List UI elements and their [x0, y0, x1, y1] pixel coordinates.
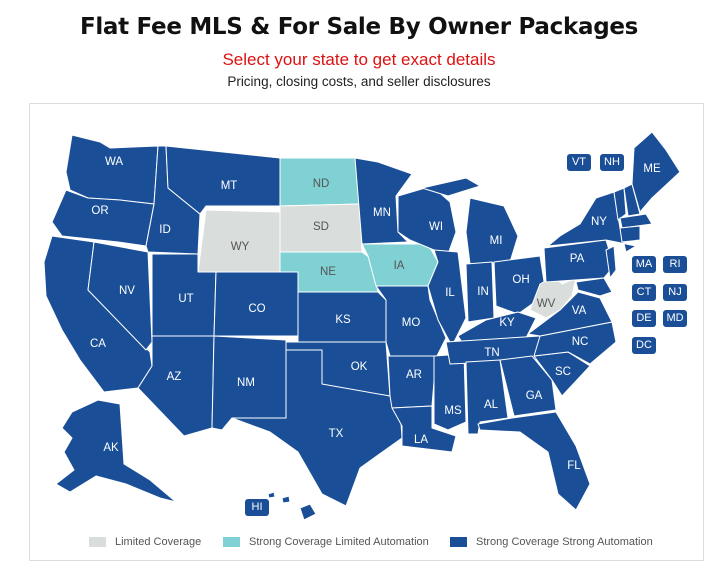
- label-MN: MN: [373, 207, 391, 219]
- label-CO: CO: [248, 303, 265, 315]
- state-HI-island[interactable]: [267, 491, 276, 499]
- page-subtitle: Select your state to get exact details: [222, 50, 496, 69]
- label-MT: MT: [221, 180, 238, 192]
- legend-label-limited: Limited Coverage: [115, 536, 202, 548]
- page-title: Flat Fee MLS & For Sale By Owner Package…: [79, 14, 639, 40]
- label-IN: IN: [477, 286, 489, 298]
- label-GA: GA: [526, 390, 543, 402]
- label-ND: ND: [313, 178, 330, 190]
- state-TN[interactable]: [445, 335, 541, 365]
- state-MA-area[interactable]: [619, 213, 653, 229]
- legend-limited: Limited Coverage: [89, 536, 201, 548]
- label-NY: NY: [591, 216, 607, 228]
- chip-RI[interactable]: RI: [663, 256, 687, 273]
- label-PA: PA: [570, 253, 585, 265]
- state-IL[interactable]: [427, 249, 467, 347]
- chip-DC[interactable]: DC: [632, 337, 656, 354]
- state-GA[interactable]: [499, 355, 557, 417]
- state-HI-island[interactable]: [281, 495, 291, 504]
- label-OR: OR: [91, 205, 108, 217]
- chip-MA[interactable]: MA: [632, 256, 656, 273]
- label-WY: WY: [231, 241, 250, 253]
- state-LA[interactable]: [391, 405, 457, 453]
- label-IA: IA: [394, 260, 405, 272]
- chip-CT[interactable]: CT: [632, 284, 656, 301]
- page-tagline: Pricing, closing costs, and seller discl…: [227, 74, 491, 89]
- label-WA: WA: [105, 156, 123, 168]
- chip-VT[interactable]: VT: [567, 154, 591, 171]
- state-MS[interactable]: [433, 353, 467, 431]
- legend-swatch-strong-limited: [223, 537, 240, 547]
- label-FL: FL: [567, 460, 581, 472]
- chip-MD[interactable]: MD: [663, 310, 687, 327]
- label-ID: ID: [159, 224, 171, 236]
- state-MD-area[interactable]: [575, 277, 613, 297]
- state-CT-area[interactable]: [619, 225, 641, 243]
- legend-label-strong-limited: Strong Coverage Limited Automation: [249, 536, 429, 548]
- label-NE: NE: [320, 266, 336, 278]
- label-LA: LA: [414, 434, 428, 446]
- label-NM: NM: [237, 377, 255, 389]
- label-OK: OK: [351, 361, 368, 373]
- label-ME: ME: [643, 163, 661, 175]
- state-AR[interactable]: [387, 355, 437, 409]
- label-WI: WI: [429, 221, 443, 233]
- state-AK[interactable]: [55, 399, 177, 503]
- label-KS: KS: [335, 314, 351, 326]
- state-WA[interactable]: [65, 134, 159, 205]
- label-MS: MS: [444, 405, 462, 417]
- label-TX: TX: [329, 428, 344, 440]
- label-IL: IL: [445, 287, 455, 299]
- legend-swatch-strong-strong: [450, 537, 467, 547]
- state-NJ-area[interactable]: [605, 245, 617, 279]
- label-AR: AR: [406, 369, 422, 381]
- chip-HI[interactable]: HI: [245, 499, 269, 516]
- label-NV: NV: [119, 285, 135, 297]
- legend-swatch-limited: [89, 537, 106, 547]
- label-WV: WV: [537, 298, 556, 310]
- state-VT-area[interactable]: [613, 187, 627, 221]
- state-ME[interactable]: [631, 131, 681, 213]
- state-HI-island[interactable]: [299, 503, 317, 521]
- chip-DE[interactable]: DE: [632, 310, 656, 327]
- legend-label-strong-strong: Strong Coverage Strong Automation: [476, 536, 653, 548]
- label-AK: AK: [103, 442, 119, 454]
- state-NV[interactable]: [87, 241, 153, 351]
- label-UT: UT: [178, 293, 193, 305]
- state-NH-area[interactable]: [623, 183, 641, 217]
- label-TN: TN: [484, 347, 499, 359]
- label-MO: MO: [402, 317, 421, 329]
- chip-NJ[interactable]: NJ: [663, 284, 687, 301]
- label-KY: KY: [499, 317, 515, 329]
- label-SD: SD: [313, 221, 329, 233]
- state-TX[interactable]: [231, 349, 403, 507]
- label-CA: CA: [90, 338, 106, 350]
- chip-NH[interactable]: NH: [600, 154, 624, 171]
- label-SC: SC: [555, 366, 571, 378]
- legend-strong-strong: Strong Coverage Strong Automation: [450, 536, 653, 548]
- label-OH: OH: [512, 274, 529, 286]
- legend-strong-limited: Strong Coverage Limited Automation: [223, 536, 429, 548]
- label-AL: AL: [484, 399, 499, 411]
- state-FL[interactable]: [477, 411, 591, 511]
- label-MI: MI: [490, 235, 503, 247]
- label-AZ: AZ: [167, 371, 182, 383]
- label-VA: VA: [572, 305, 587, 317]
- label-NC: NC: [572, 336, 589, 348]
